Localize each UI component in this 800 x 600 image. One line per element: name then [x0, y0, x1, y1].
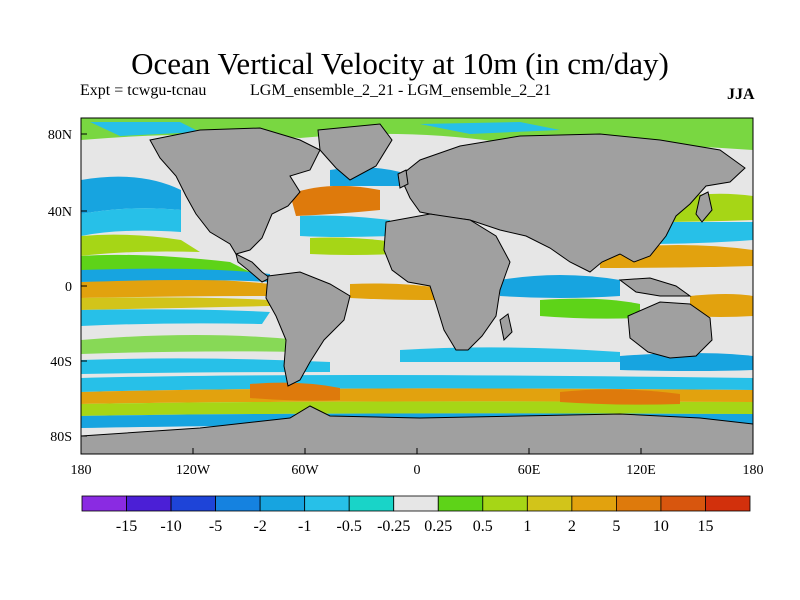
- ensemble-label: LGM_ensemble_2_21 - LGM_ensemble_2_21: [250, 82, 552, 99]
- colorbar-swatch: [215, 495, 261, 512]
- colorbar-label: -0.5: [337, 518, 362, 535]
- colorbar-label: -2: [253, 518, 266, 535]
- colorbar-label: 10: [653, 518, 669, 535]
- colorbar-swatch: [705, 495, 751, 512]
- season-label: JJA: [727, 86, 755, 103]
- colorbar-label: -1: [298, 518, 311, 535]
- colorbar-swatch: [259, 495, 306, 512]
- lat-tick-label: 40S: [50, 355, 72, 370]
- colorbar-swatch: [616, 495, 662, 512]
- lon-tick-label: 120E: [626, 463, 656, 478]
- colorbar-labels: -15 -10 -5 -2 -1 -0.5 -0.25 0.25 0.5 1 2 5 10 15: [116, 518, 714, 535]
- colorbar-swatch: [571, 495, 617, 512]
- colorbar-swatch: [393, 495, 439, 512]
- page-title: Ocean Vertical Velocity at 10m (in cm/da…: [131, 46, 669, 81]
- colorbar-swatch: [482, 495, 528, 512]
- colorbar-label: 15: [697, 518, 713, 535]
- colorbar-swatch: [81, 495, 127, 512]
- landmasses: [81, 123, 753, 454]
- colorbar-swatches: [81, 495, 751, 512]
- lat-tick-label: 80N: [48, 128, 72, 143]
- experiment-label: Expt = tcwgu-tcnau: [80, 82, 207, 99]
- lat-tick-label: 0: [65, 280, 72, 295]
- colorbar-label: -0.25: [377, 518, 410, 535]
- colorbar-label: -15: [116, 518, 137, 535]
- velocity-field: [81, 118, 753, 454]
- colorbar-label: 0.25: [424, 518, 452, 535]
- colorbar-swatch: [437, 495, 484, 512]
- latitude-axis: 80N 40N 0 40S 80S: [48, 128, 87, 445]
- colorbar-swatch: [126, 495, 172, 512]
- lon-tick-label: 60W: [291, 463, 319, 478]
- colorbar-label: 5: [612, 518, 620, 535]
- colorbar-swatch: [348, 495, 395, 512]
- colorbar-swatch: [526, 495, 573, 512]
- lon-tick-label: 120W: [176, 463, 211, 478]
- lat-tick-label: 40N: [48, 205, 72, 220]
- colorbar-label: 0.5: [473, 518, 493, 535]
- colorbar-label: -10: [160, 518, 181, 535]
- colorbar-swatch: [304, 495, 350, 512]
- colorbar-label: 2: [568, 518, 576, 535]
- longitude-axis: 180 120W 60W 0 60E 120E 180: [71, 448, 764, 478]
- lon-tick-label: 60E: [518, 463, 541, 478]
- colorbar-label: 1: [523, 518, 531, 535]
- lon-tick-label: 180: [71, 463, 92, 478]
- colorbar-swatch: [660, 495, 706, 512]
- colorbar-swatch: [170, 495, 217, 512]
- lon-tick-label: 180: [743, 463, 764, 478]
- lat-tick-label: 80S: [50, 430, 72, 445]
- lon-tick-label: 0: [414, 463, 421, 478]
- colorbar-label: -5: [209, 518, 222, 535]
